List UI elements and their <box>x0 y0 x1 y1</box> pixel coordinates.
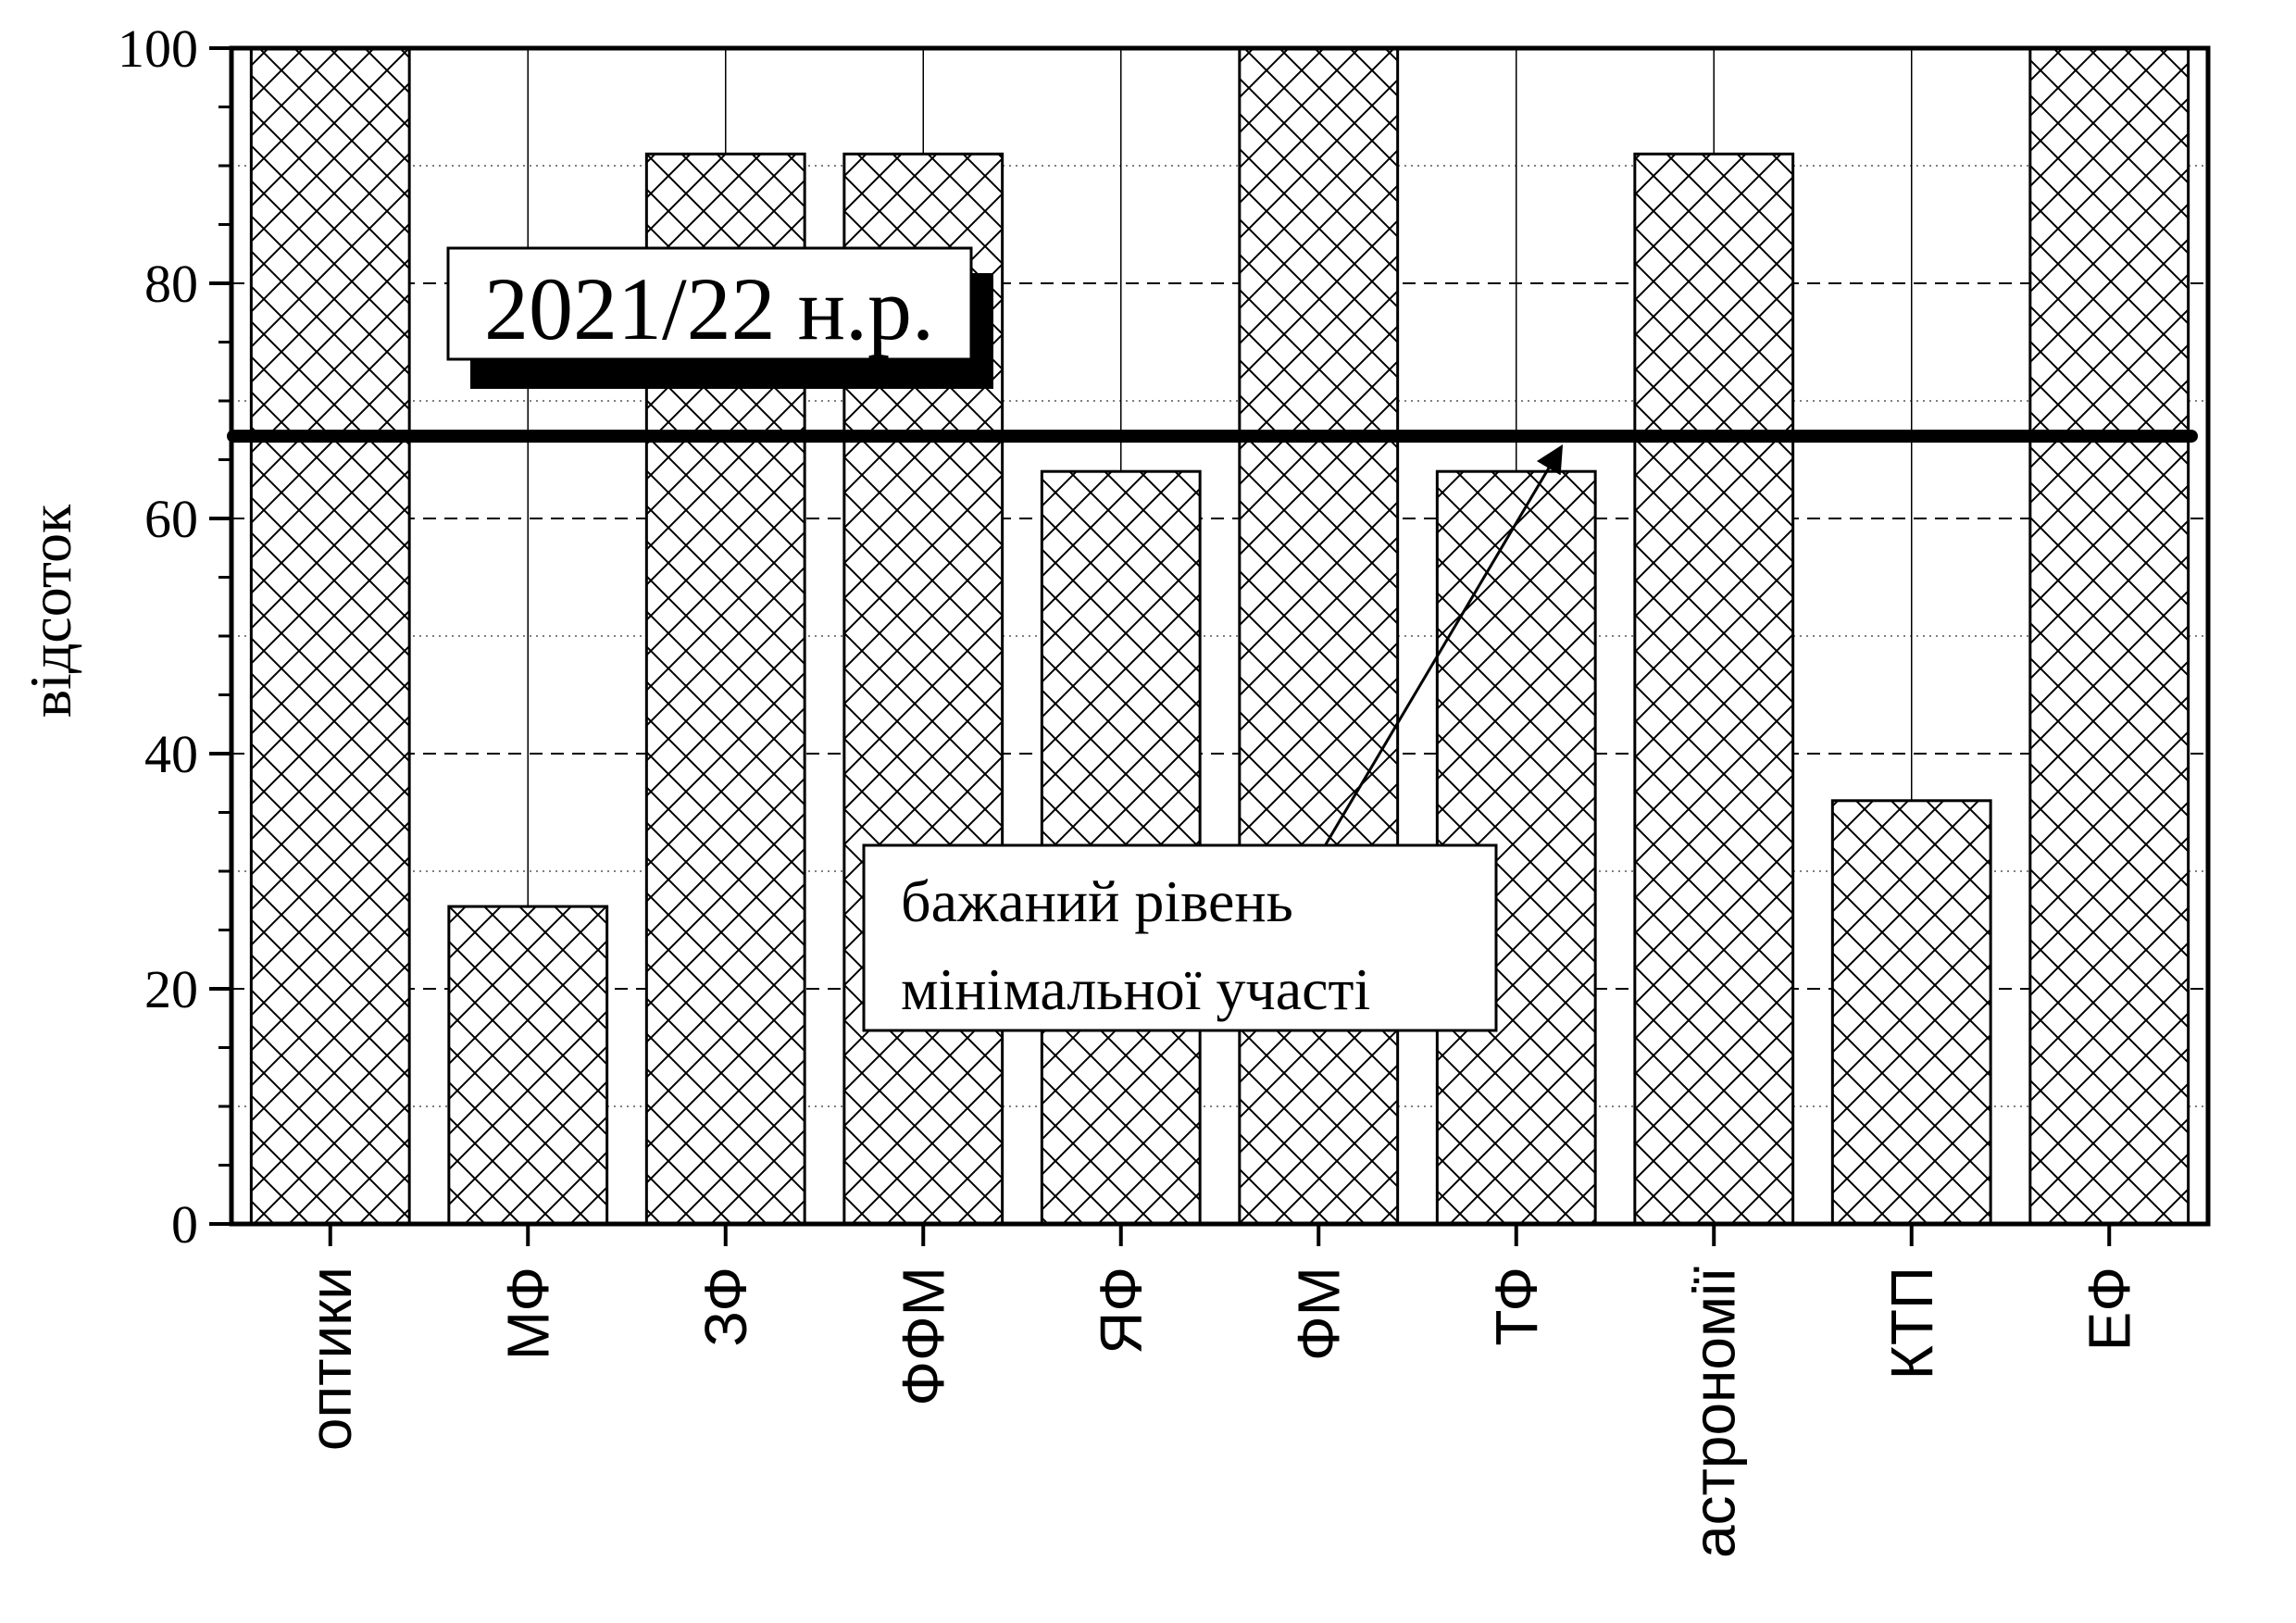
bar-оптики <box>249 46 411 1226</box>
y-tick-label: 80 <box>144 254 198 314</box>
x-category-label: оптики <box>297 1267 364 1451</box>
y-tick-label: 100 <box>118 19 198 79</box>
y-tick-label: 0 <box>171 1194 198 1255</box>
annotation-line-1: бажаний рівень <box>901 868 1293 934</box>
x-category-label: ЕФ <box>2076 1267 2142 1351</box>
reference-line-group <box>227 430 2198 845</box>
annotation-line-2: мінімальної участі <box>901 956 1370 1022</box>
bars <box>249 46 2190 1226</box>
y-tick-label: 60 <box>144 489 198 549</box>
y-axis-title: відсоток <box>18 504 83 718</box>
x-category-label: ФФМ <box>890 1267 956 1406</box>
x-category-label: ЗФ <box>693 1267 759 1347</box>
annotation-arrow <box>1324 443 1564 845</box>
bar-астрономії <box>1633 152 1795 1226</box>
annotation-box: бажаний рівень мінімальної участі <box>862 843 1498 1032</box>
bar-ФМ <box>1238 46 1400 1226</box>
bar-КТП <box>1830 799 1992 1226</box>
y-tick-label: 20 <box>144 959 198 1019</box>
chart-title: 2021/22 н.р. <box>484 259 934 358</box>
y-tick-label: 40 <box>144 724 198 784</box>
chart-title-box: 2021/22 н.р. <box>446 246 993 389</box>
x-category-label: ФМ <box>1285 1267 1352 1361</box>
x-category-label: ТФ <box>1483 1267 1550 1346</box>
bar-ЕФ <box>2028 46 2190 1226</box>
x-category-label: ЯФ <box>1088 1267 1154 1355</box>
bar-МФ <box>447 905 609 1226</box>
axes: 0 20 40 60 80 100 оптики МФ ЗФ ФФМ ЯФ ФМ ТФ астрономі… <box>118 19 2211 1558</box>
x-category-label: КТП <box>1878 1267 1945 1380</box>
x-category-label: МФ <box>494 1267 561 1360</box>
x-category-label: астрономії <box>1680 1267 1747 1558</box>
